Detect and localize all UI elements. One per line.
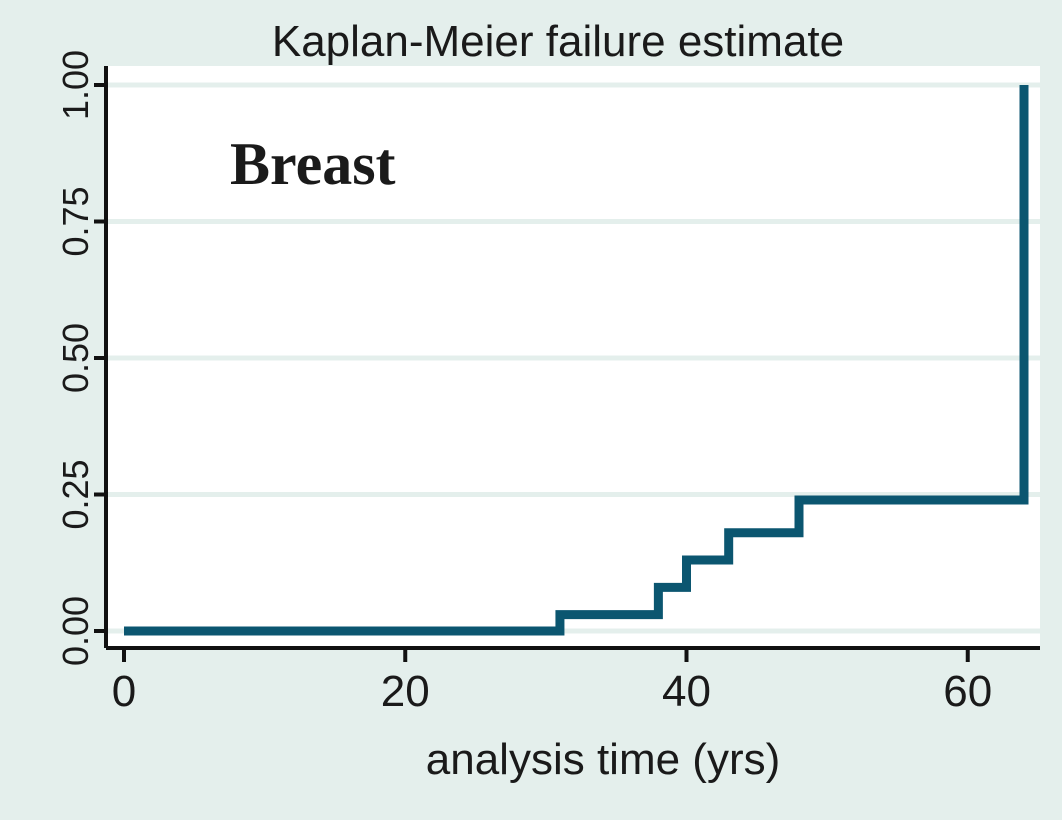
y-tick-label: 0.25 (55, 459, 96, 529)
y-tick-label: 1.00 (55, 50, 96, 120)
km-step-line (124, 85, 1029, 636)
x-tick-label: 0 (112, 667, 136, 716)
y-tick-label: 0.75 (55, 186, 96, 256)
y-ticks: 0.00 0.25 0.50 0.75 1.00 (55, 50, 106, 666)
y-tick-label: 0.50 (55, 323, 96, 393)
x-axis-label: analysis time (yrs) (426, 735, 781, 784)
y-tick-label: 0.00 (55, 596, 96, 666)
x-tick-label: 60 (943, 667, 992, 716)
series-layer (124, 85, 1029, 636)
x-tick-label: 40 (662, 667, 711, 716)
x-tick-label: 20 (381, 667, 430, 716)
chart-title: Kaplan-Meier failure estimate (272, 17, 844, 66)
series-annotation: Breast (230, 131, 396, 197)
x-ticks: 0 20 40 60 (112, 648, 992, 716)
